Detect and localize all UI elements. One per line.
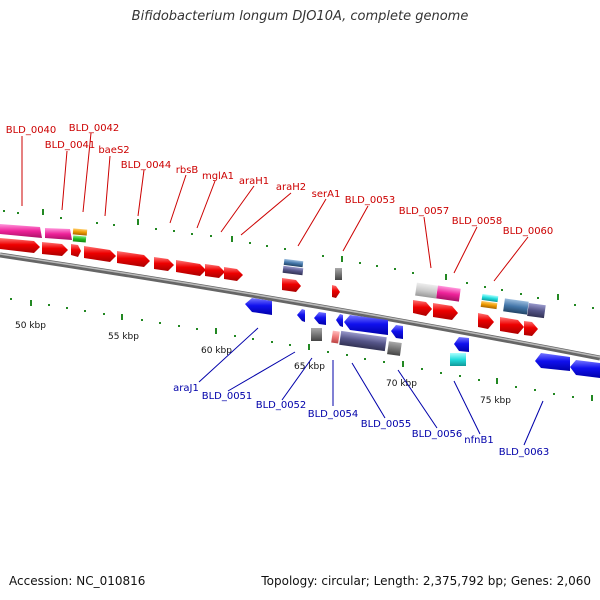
gene-fwd-g[interactable] [332,285,340,298]
scale-label-75kbp: 75 kbp [480,396,511,406]
scale-labels: 50 kbp 55 kbp 60 kbp 65 kbp 70 kbp 75 kb… [15,321,511,406]
label-bld-0041[interactable]: BLD_0041 [45,140,96,151]
gene-fwd-f[interactable] [335,268,342,280]
gene-fwd-a[interactable] [205,264,225,278]
gene-fwd-n[interactable] [500,317,524,334]
gene-rbsb[interactable] [42,242,68,256]
gene-bld-0054[interactable] [331,330,340,344]
label-bld-0063[interactable]: BLD_0063 [499,447,550,458]
gene-rev-a[interactable] [314,312,326,325]
label-bld-0054[interactable]: BLD_0054 [308,409,359,420]
reverse-strand-genes [245,298,600,378]
label-bld-0056[interactable]: BLD_0056 [412,429,463,440]
label-nfnb1[interactable]: nfnB1 [464,435,493,446]
gene-fwd-h[interactable] [413,300,432,316]
gene-fwd-b[interactable] [224,267,243,281]
label-baes2[interactable]: baeS2 [98,145,129,156]
gene-bld-0055[interactable] [339,330,387,352]
gene-fwd-j[interactable] [480,300,498,310]
forward-callouts [21,132,529,282]
gene-bld-0063[interactable] [535,353,570,371]
genome-summary-text: Topology: circular; Length: 2,375,792 bp… [261,574,591,588]
gene-fwd-d[interactable] [282,265,304,276]
gene-bld-0044[interactable] [0,238,40,253]
gene-bld-0058[interactable] [436,285,461,302]
map-title: Bifidobacterium longum DJO10A, complete … [131,9,469,24]
gene-fwd-i[interactable] [433,303,458,320]
label-rbsb[interactable]: rbsB [176,165,199,176]
gene-fwd-m[interactable] [478,313,494,329]
reverse-labels: araJ1 BLD_0051 BLD_0052 BLD_0054 BLD_005… [173,383,549,458]
label-bld-0044[interactable]: BLD_0044 [121,160,172,171]
gene-arah1[interactable] [84,246,116,262]
gene-rev-c[interactable] [391,325,403,339]
gene-rev-d[interactable] [311,328,322,341]
label-bld-0055[interactable]: BLD_0055 [361,419,412,430]
accession-text: Accession: NC_010816 [9,574,146,588]
label-arajl[interactable]: araJ1 [173,383,199,394]
scale-label-50kbp: 50 kbp [15,321,46,331]
label-bld-0051[interactable]: BLD_0051 [202,391,253,402]
scale-label-55kbp: 55 kbp [108,332,139,342]
gene-rev-f[interactable] [570,360,600,378]
label-bld-0058[interactable]: BLD_0058 [452,216,503,227]
gene-bld-0040[interactable] [0,224,42,238]
scale-label-65kbp: 65 kbp [294,362,325,372]
gene-bld-0053[interactable] [176,260,206,276]
reverse-callouts [198,327,544,446]
label-bld-0052[interactable]: BLD_0052 [256,400,307,411]
label-mgla1[interactable]: mglA1 [202,171,234,182]
scale-label-60kbp: 60 kbp [201,346,232,356]
gene-fwd-o[interactable] [524,321,538,336]
scale-label-70kbp: 70 kbp [386,379,417,389]
gene-fwd-k[interactable] [503,298,529,315]
gene-fwd-e[interactable] [282,278,301,292]
gene-arajl[interactable] [245,298,272,315]
gene-fwd-c[interactable] [283,258,304,268]
label-bld-0060[interactable]: BLD_0060 [503,226,554,237]
gene-fwd-l[interactable] [527,302,546,319]
gene-nfnb1[interactable] [450,353,466,366]
genome-backbone [0,252,600,361]
gene-mgla1[interactable] [71,244,81,257]
gene-bld-0056[interactable] [387,341,402,356]
forward-tick-row [3,209,594,309]
gene-bld-0052[interactable] [344,315,388,335]
label-bld-0040[interactable]: BLD_0040 [6,125,57,136]
label-sera1[interactable]: serA1 [312,189,341,200]
gene-bld-0060[interactable] [481,293,499,303]
gene-sera1[interactable] [154,257,174,271]
gene-bld-0042[interactable] [72,228,88,236]
label-bld-0057[interactable]: BLD_0057 [399,206,450,217]
gene-bld-0041[interactable] [45,228,72,240]
label-bld-0042[interactable]: BLD_0042 [69,123,120,134]
scale-tick-row [10,298,593,401]
label-bld-0053[interactable]: BLD_0053 [345,195,396,206]
gene-rev-e[interactable] [454,337,469,352]
gene-baes2[interactable] [72,235,87,243]
gene-rev-b[interactable] [336,314,343,327]
gene-arah2[interactable] [117,251,150,267]
label-arah1[interactable]: araH1 [239,176,269,187]
gene-bld-0057[interactable] [415,282,438,299]
forward-labels: BLD_0040 BLD_0041 BLD_0042 baeS2 BLD_004… [6,123,554,237]
label-arah2[interactable]: araH2 [276,182,306,193]
gene-bld-0051[interactable] [297,309,305,322]
forward-strand-genes [0,224,546,336]
